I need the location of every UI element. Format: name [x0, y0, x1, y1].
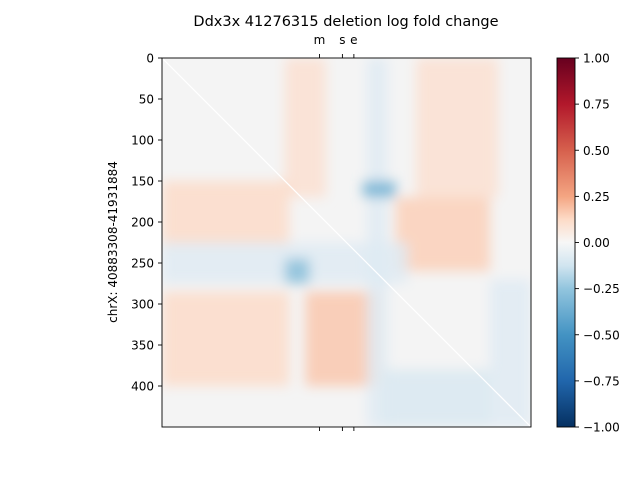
plot-frame: [161, 57, 532, 428]
y-tick-label: 50: [139, 93, 154, 107]
heatmap-region: [285, 258, 310, 284]
colorbar: 1.00 0.75 0.50 0.25 0.00 −0.25 −0.50 −0.75 −1.00: [556, 52, 620, 435]
colorbar-tick-label: −0.25: [583, 282, 620, 296]
colorbar-tick-label: 0.75: [583, 98, 610, 112]
y-tick-label: 250: [131, 257, 154, 271]
y-tick-label: 300: [131, 298, 154, 312]
y-tick-label: 0: [146, 52, 154, 66]
y-tick-label: 200: [131, 216, 154, 230]
y-tick-label: 100: [131, 134, 154, 148]
top-tick-label: m: [314, 33, 326, 47]
chart-title: Ddx3x 41276315 deletion log fold change: [193, 14, 498, 30]
colorbar-tick-label: 1.00: [583, 52, 610, 66]
heatmap-region: [490, 279, 531, 427]
heatmap-region: [416, 58, 499, 198]
heatmap-region: [162, 181, 290, 247]
top-tick-label: e: [350, 33, 357, 47]
colorbar-tick-label: −1.00: [583, 421, 620, 435]
top-tick-label: s: [339, 33, 345, 47]
colorbar-gradient: [556, 57, 576, 428]
heatmap-region: [162, 291, 290, 386]
y-tick-label: 150: [131, 175, 154, 189]
heatmap-diagonal: [161, 57, 532, 428]
colorbar-tick-label: −0.50: [583, 328, 620, 342]
colorbar-tick-label: 0.00: [583, 236, 610, 250]
y-tick-label: 350: [131, 339, 154, 353]
colorbar-tick-label: 0.50: [583, 144, 610, 158]
heatmap-region: [285, 58, 326, 198]
heatmap-region: [383, 369, 490, 427]
colorbar-tick-label: −0.75: [583, 374, 620, 388]
colorbar-tick-label: 0.25: [583, 190, 610, 204]
y-tick-label: 400: [131, 380, 154, 394]
heatmap-region: [362, 181, 396, 198]
y-axis-label: chrX: 40883308-41931884: [106, 161, 120, 323]
heatmap-region: [395, 197, 490, 272]
y-axis: 0 50 100 150 200 250 300 350 400: [131, 52, 162, 394]
heatmap-plot-area: [161, 57, 532, 428]
